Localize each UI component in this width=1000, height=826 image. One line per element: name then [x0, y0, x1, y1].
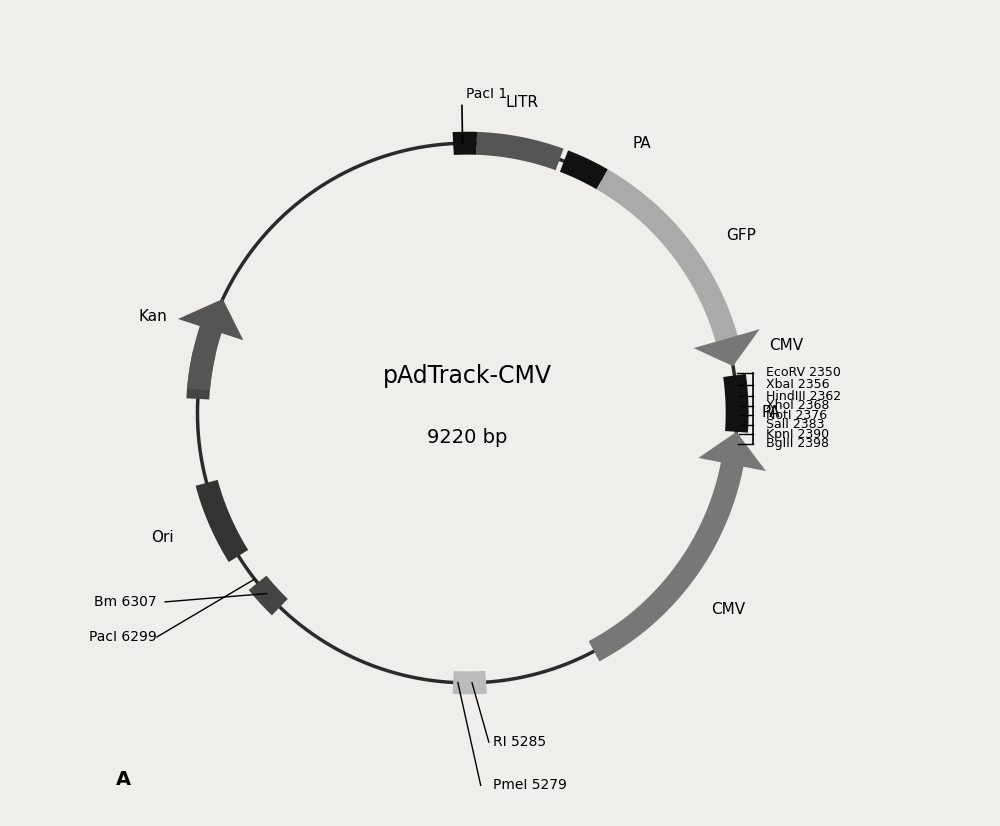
Text: HindIII 2362: HindIII 2362 — [766, 390, 841, 403]
Text: SalI 2383: SalI 2383 — [766, 419, 824, 431]
Polygon shape — [698, 432, 766, 471]
Text: PA: PA — [633, 136, 651, 151]
Text: 9220 bp: 9220 bp — [427, 428, 507, 447]
Text: XbaI 2356: XbaI 2356 — [766, 378, 829, 391]
Text: PmeI 5279: PmeI 5279 — [493, 778, 567, 792]
Text: PacI 1: PacI 1 — [466, 88, 507, 102]
Polygon shape — [196, 480, 248, 562]
Polygon shape — [453, 671, 487, 695]
Polygon shape — [596, 169, 740, 350]
Text: EcoRV 2350: EcoRV 2350 — [766, 366, 841, 379]
Polygon shape — [453, 131, 477, 155]
Text: pAdTrack-CMV: pAdTrack-CMV — [383, 364, 552, 388]
Polygon shape — [694, 329, 760, 366]
Text: Kan: Kan — [138, 309, 167, 325]
Polygon shape — [178, 299, 243, 340]
Polygon shape — [476, 132, 563, 170]
Text: XhoI 2368: XhoI 2368 — [766, 399, 829, 412]
Text: KpnI 2390: KpnI 2390 — [766, 428, 829, 441]
Text: PacI 6299: PacI 6299 — [89, 630, 157, 644]
Text: GFP: GFP — [726, 228, 756, 243]
Text: LITR: LITR — [506, 95, 539, 110]
Text: A: A — [116, 770, 131, 789]
Text: RI 5285: RI 5285 — [493, 735, 546, 749]
Polygon shape — [249, 576, 288, 615]
Polygon shape — [186, 349, 216, 400]
Text: Ori: Ori — [152, 530, 174, 545]
Text: NotI 2376: NotI 2376 — [766, 409, 827, 422]
Text: Bm 6307: Bm 6307 — [94, 595, 157, 609]
Text: CMV: CMV — [770, 338, 804, 353]
Polygon shape — [187, 307, 228, 391]
Polygon shape — [560, 150, 608, 189]
Text: BglII 2398: BglII 2398 — [766, 437, 829, 450]
Polygon shape — [589, 453, 745, 662]
Polygon shape — [723, 374, 749, 433]
Text: PA: PA — [762, 406, 780, 420]
Text: CMV: CMV — [711, 602, 745, 617]
